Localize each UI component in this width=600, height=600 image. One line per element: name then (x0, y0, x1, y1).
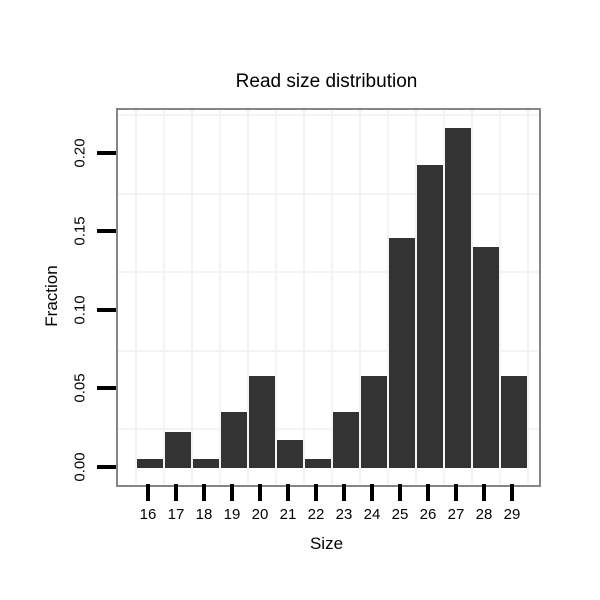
bar-size-29 (501, 375, 527, 469)
minor-gridline-vertical (303, 110, 305, 485)
minor-gridline-vertical (499, 110, 501, 485)
minor-gridline-vertical (163, 110, 165, 485)
minor-gridline-horizontal (118, 349, 539, 352)
bar-size-16 (137, 459, 163, 469)
x-tick-label: 16 (139, 506, 157, 523)
x-tick-mark (370, 484, 374, 501)
x-tick-mark (454, 484, 458, 501)
minor-gridline-vertical (471, 110, 473, 485)
minor-gridline-horizontal (118, 428, 539, 431)
bar-size-22 (305, 459, 331, 469)
x-tick-mark (174, 484, 178, 501)
x-tick-label: 25 (391, 506, 409, 523)
x-tick-label: 22 (307, 506, 325, 523)
x-tick-label: 28 (475, 506, 493, 523)
x-tick-label: 26 (419, 506, 437, 523)
bar-size-26 (417, 165, 443, 469)
x-tick-mark (342, 484, 346, 501)
bar-size-23 (333, 411, 359, 469)
minor-gridline-vertical (247, 110, 249, 485)
x-axis-label: Size (309, 534, 344, 553)
minor-gridline-vertical (527, 110, 529, 485)
bar-size-18 (193, 459, 219, 469)
y-tick-label: 0.05 (71, 373, 89, 403)
x-tick-mark (230, 484, 234, 501)
x-tick-label: 20 (251, 506, 269, 523)
y-tick-mark (97, 229, 116, 233)
y-tick-label: 0.15 (71, 216, 89, 246)
y-tick-mark (97, 386, 116, 390)
bar-size-25 (389, 237, 415, 469)
x-tick-label: 23 (335, 506, 353, 523)
x-tick-label: 19 (223, 506, 241, 523)
x-tick-label: 17 (167, 506, 185, 523)
x-tick-mark (314, 484, 318, 501)
minor-gridline-vertical (135, 110, 137, 485)
x-tick-mark (426, 484, 430, 501)
bar-size-21 (277, 440, 303, 469)
bar-size-20 (249, 375, 275, 469)
y-tick-label: 0.10 (71, 294, 89, 325)
x-tick-mark (146, 484, 150, 501)
plot-panel (116, 108, 541, 487)
minor-gridline-vertical (359, 110, 361, 485)
x-tick-mark (286, 484, 290, 501)
chart-title: Read size distribution (235, 71, 418, 92)
x-tick-mark (258, 484, 262, 501)
minor-gridline-vertical (443, 110, 445, 485)
y-tick-mark (97, 307, 116, 312)
x-tick-mark (482, 484, 486, 501)
minor-gridline-vertical (275, 110, 277, 485)
x-tick-label: 27 (447, 506, 465, 523)
bar-size-17 (165, 432, 191, 469)
minor-gridline-horizontal (118, 271, 539, 274)
bar-size-24 (361, 375, 387, 469)
x-tick-label: 29 (503, 506, 521, 523)
minor-gridline-vertical (331, 110, 333, 485)
minor-gridline-horizontal (118, 114, 539, 117)
y-tick-mark (97, 150, 116, 155)
y-axis-label: Fraction (42, 264, 61, 327)
x-tick-label: 24 (363, 506, 381, 523)
x-tick-label: 18 (195, 506, 213, 523)
x-tick-mark (398, 484, 402, 501)
minor-gridline-vertical (219, 110, 221, 485)
x-tick-mark (510, 484, 514, 501)
minor-gridline-vertical (191, 110, 193, 485)
bar-size-19 (221, 411, 247, 469)
x-tick-mark (202, 484, 206, 501)
x-tick-label: 21 (279, 506, 297, 523)
bar-size-27 (445, 127, 471, 469)
minor-gridline-horizontal (118, 192, 539, 195)
y-tick-mark (97, 464, 116, 469)
minor-gridline-vertical (415, 110, 417, 485)
minor-gridline-vertical (387, 110, 389, 485)
y-tick-label: 0.00 (71, 451, 89, 482)
y-tick-label: 0.20 (71, 137, 89, 168)
bar-size-28 (473, 247, 499, 469)
